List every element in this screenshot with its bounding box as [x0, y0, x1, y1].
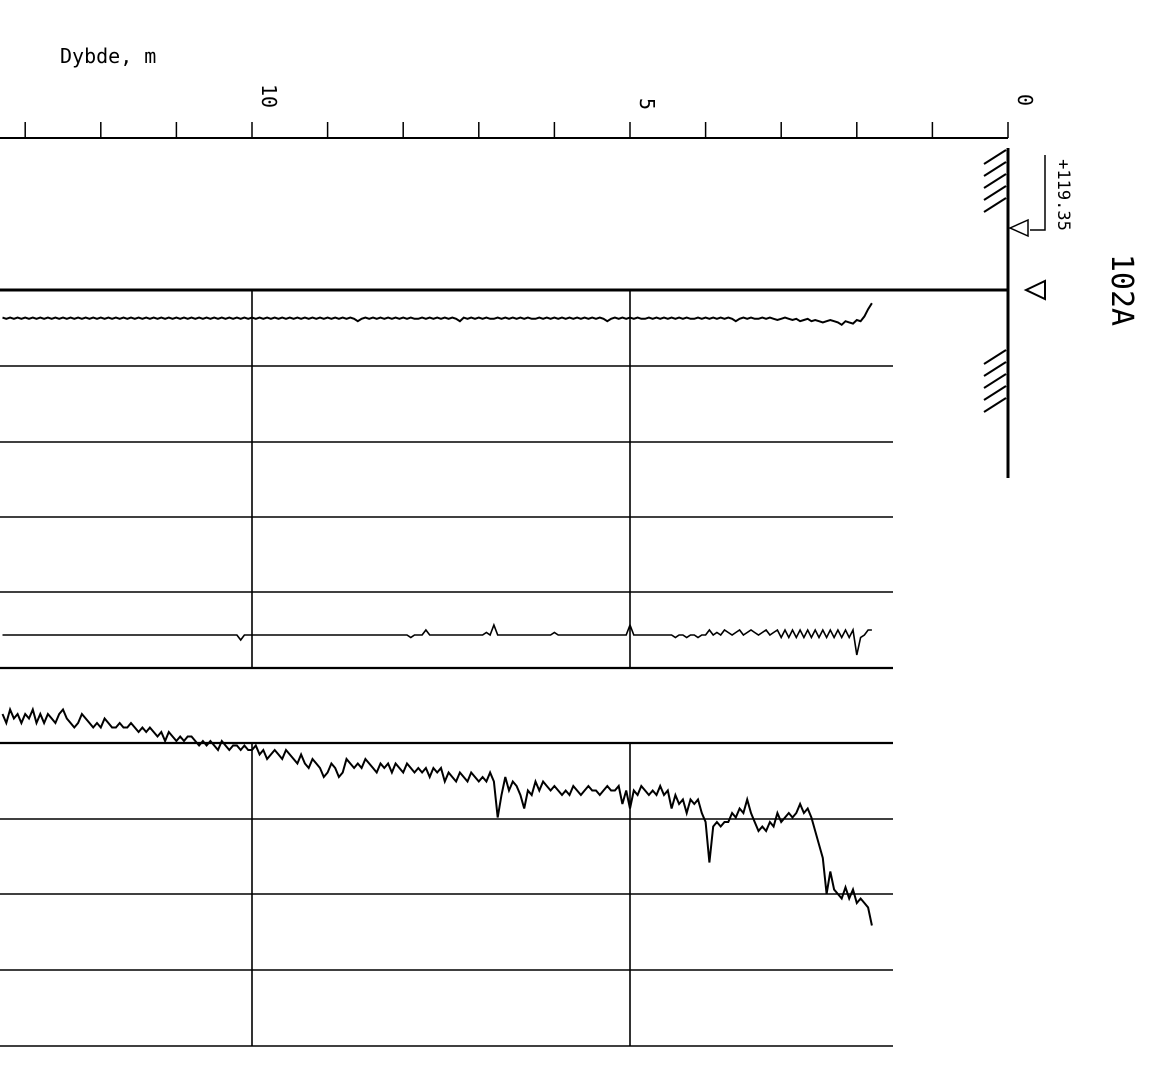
- upper-log-curve: [2, 302, 873, 327]
- depth-tick-label-10: 10: [257, 84, 281, 108]
- hatch-line: [983, 349, 1007, 365]
- hatch-line: [983, 373, 1007, 389]
- depth-axis-label: Dybde, m: [60, 44, 156, 68]
- ground-hatch-top: [983, 149, 1007, 213]
- ground-hatch-bottom: [983, 349, 1007, 413]
- profile-grid: [0, 290, 893, 1047]
- hatch-line: [983, 173, 1007, 189]
- middle-log-curve: [2, 622, 872, 656]
- lower-log-curve: [1, 706, 873, 926]
- hatch-line: [983, 385, 1007, 401]
- depth-tick-label-5: 5: [635, 98, 659, 110]
- hatch-line: [983, 161, 1007, 177]
- hatch-line: [983, 185, 1007, 201]
- depth-tick-label-0: 0: [1013, 94, 1037, 106]
- depth-axis-ticks: [24, 122, 1009, 138]
- hatch-line: [983, 397, 1007, 413]
- elevation-label: +119.35: [1053, 159, 1073, 231]
- hatch-line: [983, 149, 1007, 165]
- elevation-leader-line: [1030, 155, 1046, 231]
- hatch-line: [983, 197, 1007, 213]
- elevation-marker-icon: [1008, 218, 1029, 238]
- hatch-line: [983, 361, 1007, 377]
- borehole-id: 102A: [1104, 254, 1139, 326]
- groundwater-marker-icon: [1023, 279, 1046, 301]
